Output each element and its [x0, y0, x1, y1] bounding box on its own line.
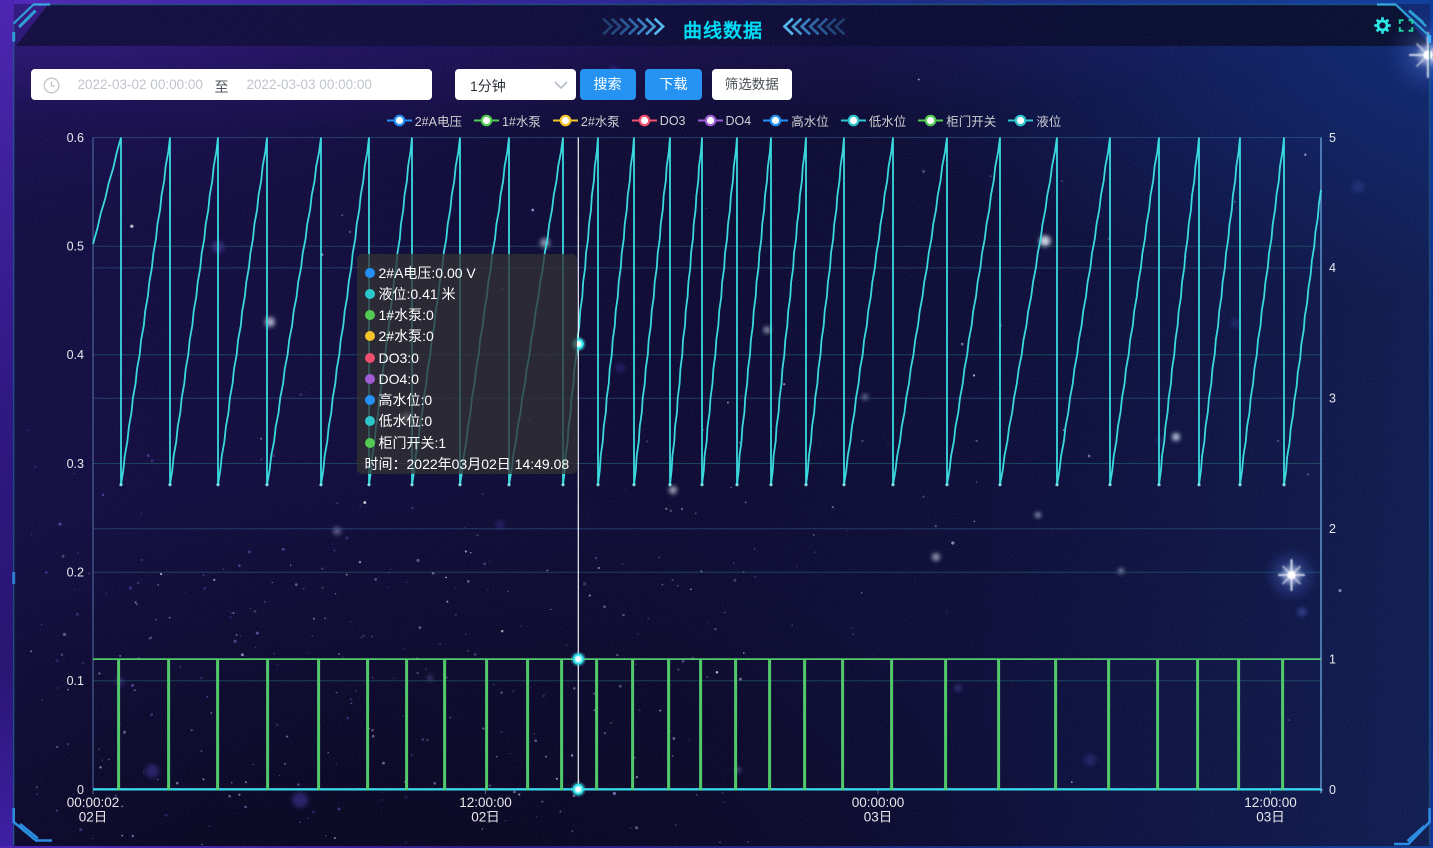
svg-text:0.4: 0.4 — [67, 348, 84, 362]
svg-text:12:00:00: 12:00:00 — [1244, 795, 1297, 810]
svg-text:2: 2 — [1329, 522, 1336, 536]
svg-text:0.2: 0.2 — [67, 566, 84, 580]
svg-text:03日: 03日 — [864, 810, 893, 825]
svg-text:4: 4 — [1329, 261, 1336, 275]
svg-text:3: 3 — [1329, 392, 1336, 406]
svg-text:03日: 03日 — [1256, 810, 1285, 825]
svg-text:0.1: 0.1 — [67, 674, 84, 688]
svg-text:02日: 02日 — [79, 810, 108, 825]
svg-text:12:00:00: 12:00:00 — [459, 795, 512, 810]
svg-text:5: 5 — [1329, 131, 1336, 145]
svg-text:0: 0 — [77, 783, 84, 797]
svg-text:0.6: 0.6 — [67, 131, 84, 145]
svg-text:00:00:02: 00:00:02 — [67, 795, 120, 810]
svg-text:00:00:00: 00:00:00 — [852, 795, 905, 810]
svg-text:0.3: 0.3 — [67, 457, 84, 471]
svg-text:0: 0 — [1329, 783, 1336, 797]
svg-text:1: 1 — [1329, 652, 1336, 666]
svg-text:0.5: 0.5 — [67, 240, 84, 254]
svg-text:02日: 02日 — [471, 810, 500, 825]
